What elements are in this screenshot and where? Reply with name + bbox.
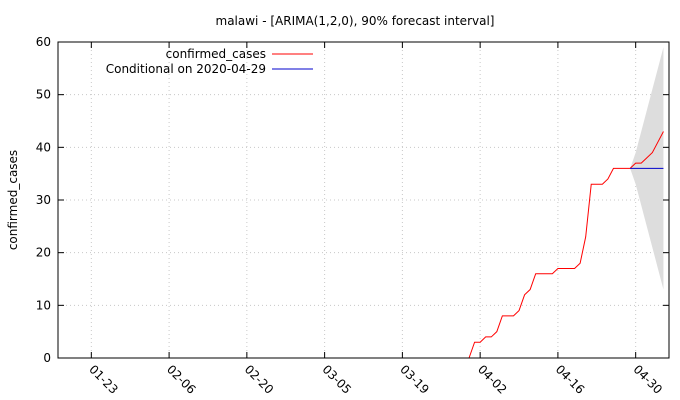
legend: confirmed_cases Conditional on 2020-04-2… (106, 47, 313, 76)
y-tick-layer: 0 10 20 30 40 50 60 (36, 35, 669, 365)
legend-label-confirmed-cases: confirmed_cases (166, 47, 266, 61)
x-tick-label: 03-19 (397, 362, 432, 397)
series-layer (468, 131, 664, 359)
x-tick-label: 04-02 (475, 362, 510, 397)
y-tick-label: 10 (36, 298, 51, 312)
y-tick-label: 50 (36, 88, 51, 102)
series-line-confirmed-cases (468, 131, 664, 359)
y-tick-label: 40 (36, 140, 51, 154)
x-tick-label: 02-06 (164, 362, 199, 397)
x-tick-label: 04-16 (553, 362, 588, 397)
y-tick-label: 60 (36, 35, 51, 49)
y-tick-label: 20 (36, 246, 51, 260)
chart-title: malawi - [ARIMA(1,2,0), 90% forecast int… (216, 14, 495, 28)
y-axis-label: confirmed_cases (6, 150, 20, 250)
x-tick-label: 01-23 (86, 362, 121, 397)
x-tick-label: 04-30 (631, 362, 666, 397)
x-tick-label: 03-05 (319, 362, 354, 397)
y-tick-label: 30 (36, 193, 51, 207)
plot-frame (57, 41, 670, 359)
grid-layer (58, 42, 669, 358)
x-tick-layer: 01-23 02-06 02-20 03-05 03-19 04-02 04-16 04-30 (86, 42, 665, 397)
y-tick-label: 0 (43, 351, 51, 365)
x-tick-label: 02-20 (242, 362, 277, 397)
legend-label-conditional: Conditional on 2020-04-29 (106, 62, 266, 76)
